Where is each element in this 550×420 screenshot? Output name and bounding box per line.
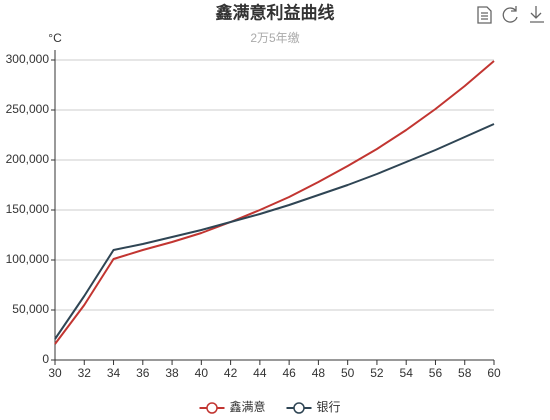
legend-symbol [206, 402, 218, 414]
y-tick-label: 0 [42, 352, 49, 366]
x-tick-label: 50 [341, 366, 355, 380]
x-tick-label: 58 [458, 366, 472, 380]
legend-label: 鑫满意 [230, 399, 266, 414]
y-tick-label: 50,000 [12, 302, 49, 316]
chart-subtitle: 2万5年缴 [250, 30, 299, 45]
series-line [54, 60, 495, 345]
x-tick-label: 56 [429, 366, 443, 380]
restore-button[interactable] [502, 6, 518, 23]
x-tick-label: 38 [165, 366, 179, 380]
x-tick-label: 48 [312, 366, 326, 380]
x-tick-label: 40 [195, 366, 209, 380]
x-tick-label: 44 [253, 366, 267, 380]
data-view-button[interactable] [477, 6, 492, 24]
legend-symbol [293, 402, 305, 414]
y-axis-label: °C [48, 31, 62, 45]
y-tick-label: 250,000 [6, 102, 50, 116]
legend-label: 银行 [317, 400, 341, 414]
x-tick-label: 52 [370, 366, 384, 380]
save-icon[interactable] [530, 6, 544, 23]
x-tick-label: 54 [400, 366, 414, 380]
restore-icon[interactable] [502, 6, 518, 23]
y-tick-label: 200,000 [6, 152, 50, 166]
y-tick-label: 300,000 [6, 52, 50, 66]
x-tick-label: 30 [48, 366, 62, 380]
legend-item[interactable]: 银行 [286, 400, 341, 414]
y-tick-label: 150,000 [6, 202, 50, 216]
x-tick-label: 46 [282, 366, 296, 380]
save-button[interactable] [530, 6, 544, 23]
series-line [54, 123, 495, 340]
data-view-icon[interactable] [477, 6, 492, 24]
x-tick-label: 42 [224, 366, 238, 380]
legend-item[interactable]: 鑫满意 [199, 399, 266, 414]
x-tick-label: 60 [487, 366, 501, 380]
toolbox [477, 6, 544, 24]
y-tick-label: 100,000 [6, 252, 50, 266]
chart-title: 鑫满意利益曲线 [215, 2, 335, 22]
x-tick-label: 36 [136, 366, 150, 380]
x-tick-label: 34 [107, 366, 121, 380]
x-tick-label: 32 [78, 366, 92, 380]
